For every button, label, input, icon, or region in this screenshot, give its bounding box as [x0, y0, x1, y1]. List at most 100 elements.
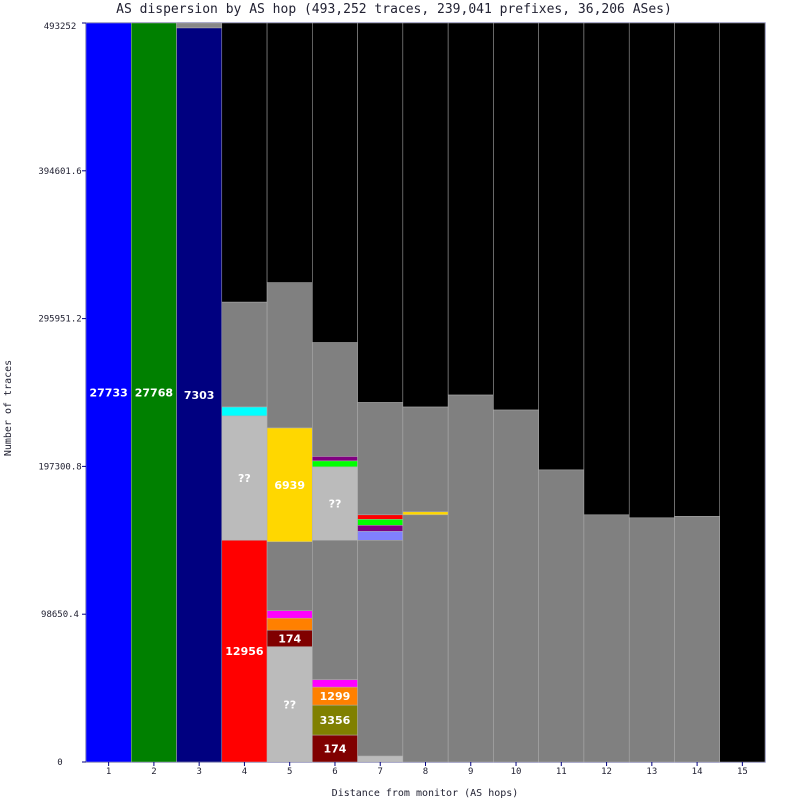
bar-segment	[493, 22, 539, 411]
bar-segment	[357, 519, 404, 526]
bar-segment	[221, 415, 268, 541]
bar-segment	[266, 282, 313, 429]
bar-segment	[221, 406, 268, 417]
y-tick-label: 98650.4	[41, 610, 79, 620]
bar-segment	[674, 516, 720, 763]
bar-segment	[221, 22, 268, 303]
bar-segment	[266, 541, 313, 611]
bar-segment	[357, 531, 404, 541]
column-hop-14	[674, 22, 720, 763]
segment-label: 27768	[135, 387, 173, 400]
chart-title: AS dispersion by AS hop (493,252 traces,…	[116, 2, 672, 17]
column-hop-11	[538, 22, 585, 763]
bar-segment	[402, 22, 449, 408]
bar-segment	[402, 514, 449, 763]
bar-segment	[357, 22, 404, 403]
y-tick-label: 197300.8	[38, 462, 81, 472]
column-hop-9	[447, 22, 494, 763]
bar-segment	[628, 517, 675, 763]
x-axis: 1 2 3 4 5 6 7 8 9 10 11 12 13 14 15	[106, 762, 748, 777]
x-tick-label: 1	[106, 767, 111, 777]
column-hop-12	[583, 22, 630, 763]
bar-segment	[447, 22, 494, 396]
bar-segment	[583, 22, 630, 516]
bar-segment	[85, 22, 132, 763]
segment-label: 174	[323, 743, 346, 756]
bar-segment	[583, 514, 630, 763]
bar-segment	[312, 22, 358, 343]
segment-label: ??	[238, 472, 251, 485]
bar-segment	[312, 679, 358, 688]
bar-segment	[357, 540, 404, 757]
x-tick-label: 6	[332, 767, 337, 777]
segment-label: 6939	[274, 479, 305, 492]
x-tick-label: 12	[601, 767, 612, 777]
bar-segment	[312, 342, 358, 457]
bar-segment	[628, 22, 675, 519]
bar-segment	[402, 511, 449, 516]
bar-segment	[357, 402, 404, 516]
segment-label: 7303	[184, 389, 215, 402]
segment-label: ??	[283, 698, 296, 711]
bar-segment	[131, 22, 177, 763]
y-tick-label: 0	[57, 758, 62, 768]
bar-segment	[312, 456, 358, 462]
segment-label: ??	[329, 498, 342, 511]
x-tick-label: 11	[556, 767, 567, 777]
segment-label: 3356	[320, 714, 351, 727]
bar-segment	[538, 469, 585, 763]
y-axis: 0 98650.4 197300.8 295951.2 394601.6 493252	[38, 22, 86, 768]
bar-segment	[493, 409, 539, 763]
x-axis-label: Distance from monitor (AS hops)	[332, 788, 519, 799]
bar-segment	[266, 427, 313, 543]
x-tick-label: 3	[196, 767, 201, 777]
bar-segment	[176, 22, 223, 29]
bar-segment	[221, 540, 268, 763]
bar-segment	[221, 301, 268, 408]
x-tick-label: 4	[242, 767, 247, 777]
y-tick-label: 493252	[44, 22, 77, 32]
x-tick-label: 9	[468, 767, 473, 777]
segment-label: 174	[278, 632, 301, 645]
bar-segment	[719, 22, 766, 763]
column-hop-7	[357, 22, 404, 763]
column-hop-2: 27768	[131, 22, 177, 763]
column-hop-8	[402, 22, 449, 763]
y-tick-label: 295951.2	[38, 315, 81, 325]
bar-segment	[266, 617, 313, 631]
column-hop-3: 7303	[176, 22, 223, 763]
bar-segment	[357, 514, 404, 520]
column-hop-1: 27733	[85, 22, 132, 763]
column-hop-10	[493, 22, 539, 763]
x-tick-label: 15	[737, 767, 748, 777]
column-hop-5: ?? 174 6939	[266, 22, 313, 763]
bar-segment	[357, 525, 404, 532]
segment-label: 12956	[225, 645, 264, 658]
y-tick-label: 394601.6	[38, 167, 81, 177]
x-tick-label: 7	[378, 767, 383, 777]
y-axis-label: Number of traces	[3, 360, 14, 456]
bar-segment	[312, 540, 358, 680]
bar-segment	[402, 406, 449, 513]
bar-segment	[357, 755, 404, 763]
bar-segment	[266, 22, 313, 283]
plot-area: 27733 27768 7303 12956???? 174 6939 174 3356 129…	[85, 22, 766, 763]
bar-segment	[674, 22, 720, 517]
column-hop-15	[719, 22, 766, 763]
bar-segment	[312, 466, 358, 541]
x-tick-label: 5	[287, 767, 292, 777]
bar-segment	[312, 460, 358, 468]
x-tick-label: 10	[511, 767, 522, 777]
x-tick-label: 2	[151, 767, 156, 777]
column-hop-13	[628, 22, 675, 763]
segment-label: 27733	[89, 387, 127, 400]
bar-segment	[312, 704, 358, 736]
segment-label: 1299	[320, 690, 351, 703]
bar-segment	[538, 22, 585, 471]
bar-segment	[266, 646, 313, 763]
column-hop-6: 174 3356 1299??	[312, 22, 358, 763]
x-tick-label: 13	[646, 767, 657, 777]
column-hop-4: 12956??	[221, 22, 268, 763]
x-tick-label: 8	[423, 767, 428, 777]
